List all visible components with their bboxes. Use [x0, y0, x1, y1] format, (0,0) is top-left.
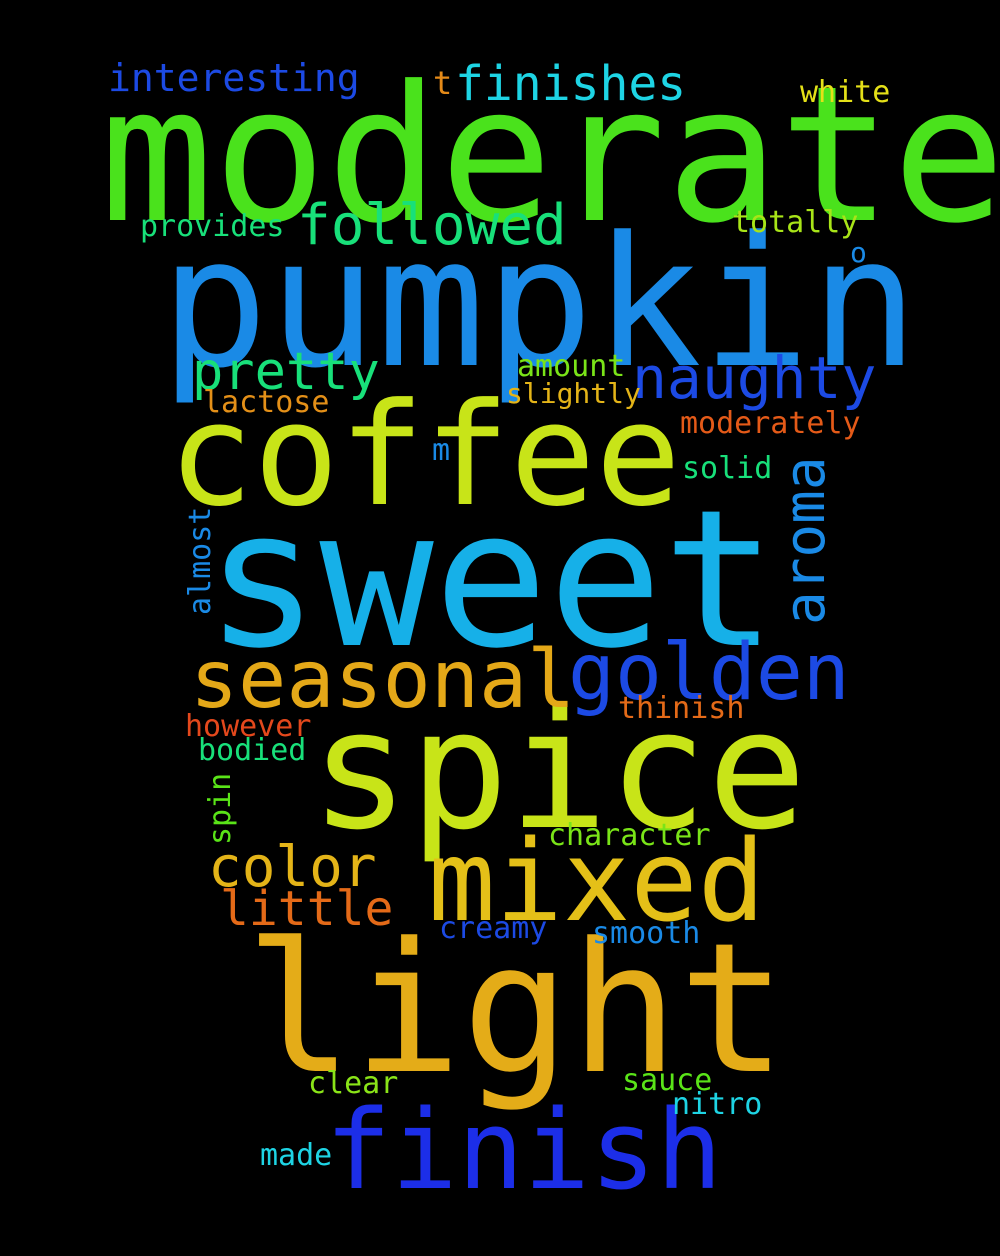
word-interesting: interesting: [108, 56, 360, 100]
word-sauce: sauce: [622, 1063, 713, 1098]
word-aroma: aroma: [773, 456, 838, 625]
word-moderate: moderate: [100, 46, 1000, 265]
word-totally: totally: [732, 205, 859, 240]
word-seasonal: seasonal: [190, 633, 576, 726]
word-however: however: [185, 709, 312, 744]
word-pretty: pretty: [192, 342, 380, 402]
word-lactose: lactose: [203, 385, 330, 420]
word-pumpkin: pumpkin: [160, 199, 919, 408]
word-white: white: [800, 75, 891, 110]
word-finishes: finishes: [455, 56, 687, 112]
word-spice: spice: [310, 674, 807, 866]
word-slightly: slightly: [506, 377, 641, 410]
word-thinish: thinish: [618, 691, 745, 726]
word-mixed: mixed: [428, 817, 766, 947]
word-o: o: [850, 236, 867, 269]
word-nitro: nitro: [672, 1087, 763, 1122]
word-smooth: smooth: [592, 916, 701, 951]
word-provides: provides: [140, 209, 285, 244]
word-made: made: [260, 1138, 333, 1173]
word-character: character: [548, 818, 711, 853]
word-clear: clear: [308, 1066, 399, 1101]
word-solid: solid: [682, 451, 773, 486]
word-spin: spin: [203, 772, 238, 845]
word-little: little: [220, 881, 394, 937]
word-amount: amount: [517, 349, 626, 384]
word-naughty: naughty: [632, 344, 877, 412]
word-finish: finish: [325, 1086, 723, 1214]
word-color: color: [208, 835, 377, 900]
word-bodied: bodied: [198, 733, 307, 768]
word-m: m: [432, 433, 451, 468]
word-golden: golden: [568, 628, 850, 718]
word-almost: almost: [183, 506, 218, 615]
word-sweet: sweet: [205, 469, 777, 690]
word-creamy: creamy: [439, 911, 548, 946]
word-followed: followed: [297, 193, 567, 258]
word-light: light: [245, 905, 787, 1114]
word-moderately: moderately: [680, 406, 861, 441]
word-coffee: coffee: [168, 373, 681, 538]
word-t: t: [433, 64, 453, 102]
